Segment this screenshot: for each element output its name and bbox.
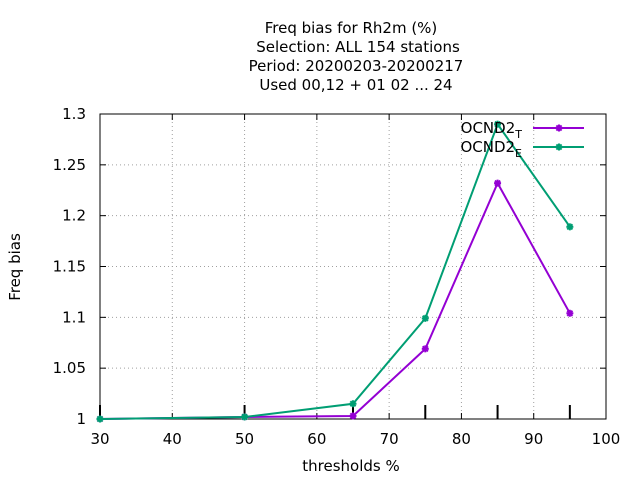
data-point (494, 179, 502, 187)
legend-entry-1: OCND2T (461, 119, 584, 141)
title-line-1: Freq bias for Rh2m (%) (265, 19, 438, 37)
x-axis: 30 40 50 60 70 80 90 100 (90, 114, 620, 448)
title-line-4: Used 00,12 + 01 02 ... 24 (259, 76, 452, 94)
legend-marker (555, 143, 563, 151)
data-point (566, 223, 574, 231)
x-tick-label: 80 (452, 430, 471, 448)
title-line-3: Period: 20200203-20200217 (249, 57, 464, 75)
data-point (349, 412, 357, 420)
series-2 (96, 120, 574, 423)
x-axis-label: thresholds % (302, 457, 399, 475)
y-tick-label: 1.05 (53, 359, 86, 377)
x-tick-label: 100 (592, 430, 621, 448)
legend-label: OCND2E (460, 138, 522, 160)
legend-subscript: E (515, 147, 522, 160)
chart-title: Freq bias for Rh2m (%) Selection: ALL 15… (249, 19, 464, 94)
series-line (99, 122, 571, 420)
data-point (566, 309, 574, 317)
legend-subscript: T (514, 128, 522, 141)
data-point (421, 345, 429, 353)
grid (100, 114, 606, 419)
data-point (349, 400, 357, 408)
x-tick-label: 50 (235, 430, 254, 448)
y-tick-label: 1.15 (53, 258, 86, 276)
data-point (241, 413, 249, 421)
y-tick-label: 1 (76, 410, 86, 428)
series (96, 120, 574, 423)
y-tick-label: 1.25 (53, 156, 86, 174)
data-point (421, 314, 429, 322)
y-axis: 1 1.05 1.1 1.15 1.2 1.25 1.3 (53, 105, 606, 428)
legend-entry-2: OCND2E (460, 138, 584, 160)
series-line (99, 180, 571, 420)
x-tick-label: 90 (524, 430, 543, 448)
legend-label: OCND2T (461, 119, 523, 141)
y-tick-label: 1.1 (62, 308, 86, 326)
x-tick-label: 70 (380, 430, 399, 448)
x-tick-label: 60 (307, 430, 326, 448)
legend-marker (555, 124, 563, 132)
y-tick-label: 1.2 (62, 207, 86, 225)
data-point (96, 415, 104, 423)
data-point (494, 120, 502, 128)
y-tick-label: 1.3 (62, 105, 86, 123)
title-line-2: Selection: ALL 154 stations (256, 38, 460, 56)
y-axis-label: Freq bias (6, 233, 24, 301)
x-tick-label: 30 (90, 430, 109, 448)
x-tick-label: 40 (163, 430, 182, 448)
